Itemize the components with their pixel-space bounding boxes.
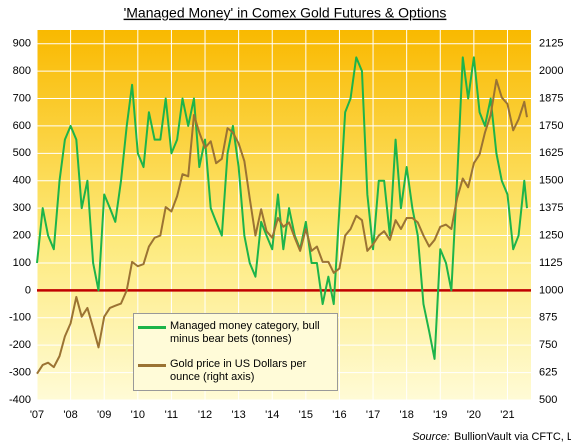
y-tick-label: 600: [13, 120, 31, 132]
x-tick-label: '13: [231, 409, 245, 421]
y-tick-label: 0: [25, 284, 31, 296]
x-tick-label: '21: [500, 409, 514, 421]
x-tick-label: '17: [366, 409, 380, 421]
x-tick-label: '15: [299, 409, 313, 421]
y2-tick-label: 2000: [539, 65, 563, 77]
y2-tick-label: 1625: [539, 147, 563, 159]
y-tick-label: -400: [9, 394, 31, 406]
x-tick-label: '16: [332, 409, 346, 421]
series-line: [36, 56, 528, 360]
y-tick-label: -100: [9, 312, 31, 324]
legend: Managed money category, bull minus bear …: [133, 313, 338, 391]
source: BullionVault via CFTC, LBMA: [454, 431, 571, 443]
legend-label: Gold price in US Dollars per ounce (righ…: [170, 358, 307, 383]
y2-tick-label: 1875: [539, 92, 563, 104]
chart-title: 'Managed Money' in Comex Gold Futures & …: [124, 5, 447, 21]
y-tick-label: 500: [13, 147, 31, 159]
x-tick-label: '09: [97, 409, 111, 421]
y-tick-label: 800: [13, 65, 31, 77]
x-tick-label: '08: [63, 409, 77, 421]
y2-tick-label: 625: [539, 366, 557, 378]
x-tick-label: '14: [265, 409, 279, 421]
legend-item: Gold price in US Dollars per ounce (righ…: [138, 358, 330, 384]
y2-tick-label: 875: [539, 312, 557, 324]
legend-swatch: [138, 326, 166, 329]
y2-tick-label: 1125: [539, 257, 563, 269]
y2-tick-label: 500: [539, 394, 557, 406]
y2-tick-label: 1000: [539, 284, 563, 296]
y2-tick-label: 1500: [539, 175, 563, 187]
x-tick-label: '18: [399, 409, 413, 421]
y2-tick-label: 1750: [539, 120, 563, 132]
x-tick-label: '11: [165, 409, 179, 421]
legend-label: Managed money category, bull minus bear …: [170, 320, 320, 345]
legend-item: Managed money category, bull minus bear …: [138, 320, 330, 346]
y-tick-label: 100: [13, 257, 31, 269]
y-tick-label: 200: [13, 229, 31, 241]
x-tick-label: '07: [30, 409, 44, 421]
y-tick-label: -300: [9, 366, 31, 378]
y2-tick-label: 750: [539, 339, 557, 351]
legend-swatch: [138, 364, 166, 367]
y-tick-label: 300: [13, 202, 31, 214]
y2-tick-label: 1375: [539, 202, 563, 214]
source-label: Source:: [412, 431, 450, 443]
y-tick-label: 400: [13, 175, 31, 187]
x-tick-label: '12: [198, 409, 212, 421]
y2-tick-label: 2125: [539, 38, 563, 50]
series-line: [36, 78, 528, 375]
x-tick-label: '20: [467, 409, 481, 421]
y2-tick-label: 1250: [539, 229, 563, 241]
y-tick-label: 900: [13, 38, 31, 50]
x-tick-label: '19: [433, 409, 447, 421]
x-tick-label: '10: [131, 409, 145, 421]
y-tick-label: -200: [9, 339, 31, 351]
y-tick-label: 700: [13, 92, 31, 104]
